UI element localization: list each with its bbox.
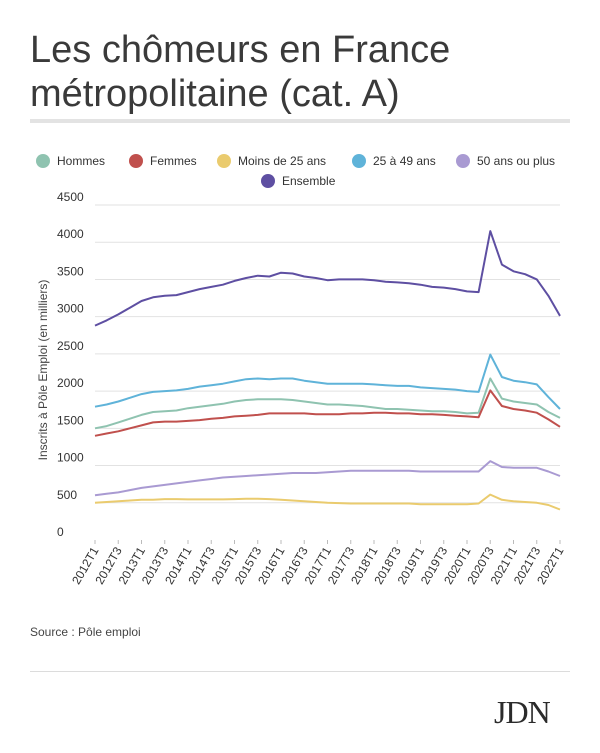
- legend-marker: [36, 154, 50, 168]
- source-note: Source : Pôle emploi: [30, 625, 141, 639]
- legend-marker: [352, 154, 366, 168]
- y-tick-label: 4500: [57, 190, 84, 204]
- series-lines: [94, 230, 561, 511]
- y-tick-label: 3000: [57, 302, 84, 316]
- legend-marker: [261, 174, 275, 188]
- series-line-femmes: [94, 389, 561, 437]
- jdn-logo: JDN: [494, 694, 551, 730]
- y-tick-label: 4000: [57, 227, 84, 241]
- legend-label: 50 ans ou plus: [477, 154, 555, 168]
- footer-divider: [30, 671, 570, 672]
- y-tick-label: 1500: [57, 413, 84, 427]
- chart-area: 0 500 1000 1500 2000 2500 3000 3500 4000 4500 201…: [36, 154, 567, 587]
- legend-marker: [217, 154, 231, 168]
- x-axis-ticks: 2012T12012T32013T12013T32014T12014T32015…: [69, 540, 567, 587]
- legend-label: Femmes: [150, 154, 197, 168]
- y-axis-label: Inscrits à Pôle Emploi (en milliers): [36, 280, 50, 461]
- series-line-ensemble: [94, 230, 561, 327]
- y-tick-label: 3500: [57, 264, 84, 278]
- title-divider: [30, 119, 570, 123]
- y-tick-label: 0: [57, 525, 64, 539]
- legend-marker: [129, 154, 143, 168]
- y-axis-ticks: 0 500 1000 1500 2000 2500 3000 3500 4000 4500: [57, 190, 84, 539]
- y-tick-label: 500: [57, 488, 77, 502]
- series-line-50-ans-ou-plus: [94, 460, 561, 497]
- legend-label: Ensemble: [282, 174, 336, 188]
- y-tick-label: 2500: [57, 339, 84, 353]
- series-line-hommes: [94, 377, 561, 430]
- chart-title: Les chômeurs en France métropolitaine (c…: [30, 29, 451, 115]
- legend-marker: [456, 154, 470, 168]
- legend: Hommes Femmes Moins de 25 ans 25 à 49 ans 50…: [36, 154, 555, 188]
- y-tick-label: 2000: [57, 376, 84, 390]
- series-line-25-49-ans: [94, 353, 561, 410]
- series-line-moins-de-25-ans: [94, 493, 561, 511]
- legend-label: Moins de 25 ans: [238, 154, 326, 168]
- legend-label: Hommes: [57, 154, 105, 168]
- legend-label: 25 à 49 ans: [373, 154, 436, 168]
- y-tick-label: 1000: [57, 451, 84, 465]
